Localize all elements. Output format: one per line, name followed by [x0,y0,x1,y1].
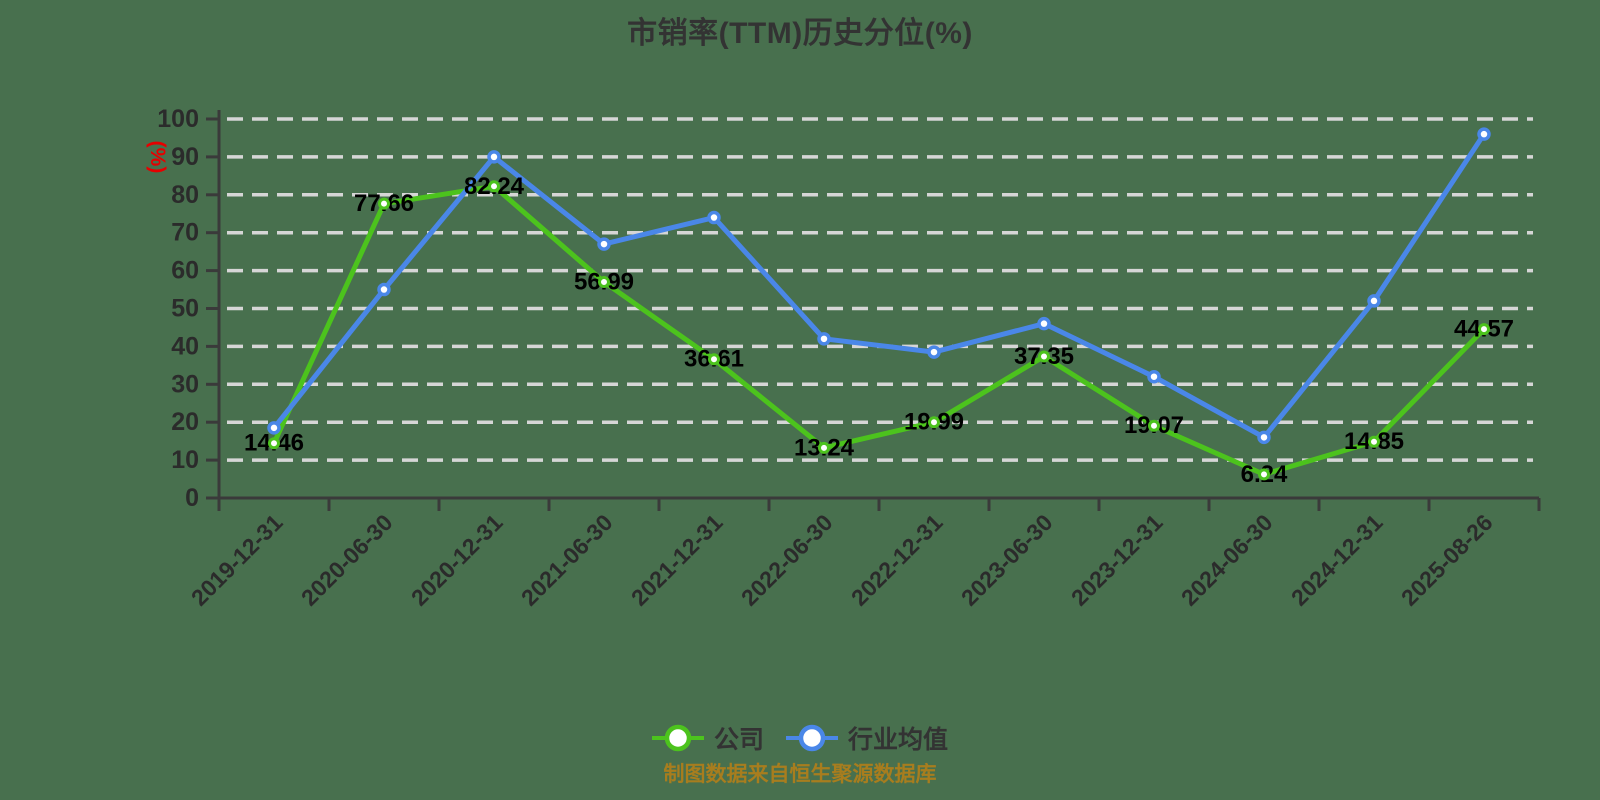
svg-text:70: 70 [171,219,199,247]
svg-text:2025-08-26: 2025-08-26 [1396,509,1498,611]
legend-item-label: 行业均值 [848,726,949,754]
legend-item-company[interactable]: 公司 [651,720,764,756]
legend-marker-icon [786,724,838,752]
svg-text:2020-12-31: 2020-12-31 [406,509,508,611]
legend-item-industry-average[interactable]: 行业均值 [786,720,948,756]
svg-text:60: 60 [171,257,199,285]
svg-text:0: 0 [185,484,199,512]
svg-text:2024-06-30: 2024-06-30 [1176,509,1278,611]
svg-text:2023-06-30: 2023-06-30 [956,509,1058,611]
svg-text:40: 40 [171,332,199,360]
svg-text:2023-12-31: 2023-12-31 [1066,509,1168,611]
svg-text:10: 10 [171,446,199,474]
svg-text:90: 90 [171,143,199,171]
svg-text:80: 80 [171,181,199,209]
svg-text:100: 100 [157,105,199,133]
legend-item-label: 公司 [713,726,764,754]
svg-text:2024-12-31: 2024-12-31 [1286,509,1388,611]
svg-text:2022-06-30: 2022-06-30 [736,509,838,611]
footer-note: 制图数据来自恒生聚源数据库 [663,763,937,786]
svg-text:2022-12-31: 2022-12-31 [846,509,948,611]
svg-text:2019-12-31: 2019-12-31 [186,509,288,611]
svg-text:2021-06-30: 2021-06-30 [516,509,618,611]
svg-text:30: 30 [171,370,199,398]
svg-text:50: 50 [171,295,199,323]
svg-text:20: 20 [171,408,199,436]
legend-marker-icon [651,724,704,752]
legend: 公司 行业均值 [0,712,1600,764]
svg-text:2021-12-31: 2021-12-31 [626,509,728,611]
chart-title: 市销率(TTM)历史分位(%) [627,17,973,50]
svg-text:2020-06-30: 2020-06-30 [296,509,398,611]
y-axis-unit-label: (%) [146,140,169,174]
